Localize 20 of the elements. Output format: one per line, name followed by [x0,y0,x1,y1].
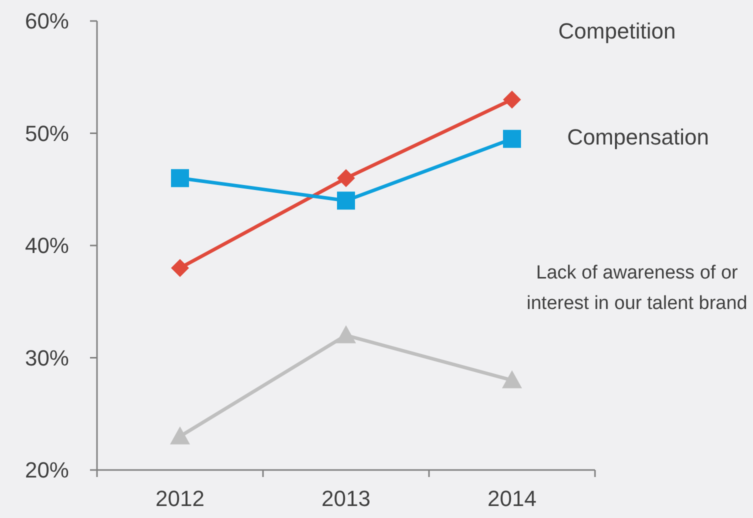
point [170,426,190,444]
point [502,370,522,388]
point [337,192,355,210]
point [503,90,521,109]
x-tick-label: 2012 [156,486,204,511]
x-tick-label: 2014 [488,486,536,511]
text: Compensation [567,124,709,150]
x-tick-label: 2013 [322,486,370,511]
point [171,258,189,277]
point [503,130,521,148]
y-tick-label: 20% [24,458,69,483]
text: Lack of awareness of or interest in our talent brand [526,262,748,314]
point [336,325,356,344]
point [171,169,189,188]
y-tick-label: 60% [24,8,69,34]
y-tick-label: 40% [24,233,69,258]
text: Competition [558,18,676,44]
y-tick-label: 30% [24,345,69,370]
point [337,169,355,188]
y-tick-label: 50% [24,120,69,146]
